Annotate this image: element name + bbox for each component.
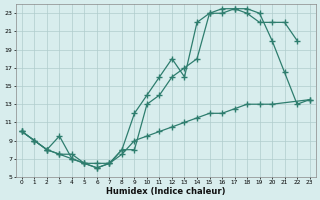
- X-axis label: Humidex (Indice chaleur): Humidex (Indice chaleur): [106, 187, 226, 196]
